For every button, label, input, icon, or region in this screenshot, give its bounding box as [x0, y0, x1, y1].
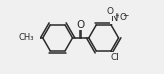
- Text: CH₃: CH₃: [19, 33, 34, 42]
- Text: +: +: [114, 13, 120, 19]
- Text: O: O: [119, 13, 126, 22]
- Text: −: −: [123, 11, 129, 20]
- Text: O: O: [107, 7, 114, 16]
- Text: O: O: [77, 20, 85, 30]
- Text: Cl: Cl: [111, 53, 120, 62]
- Text: N: N: [111, 13, 119, 23]
